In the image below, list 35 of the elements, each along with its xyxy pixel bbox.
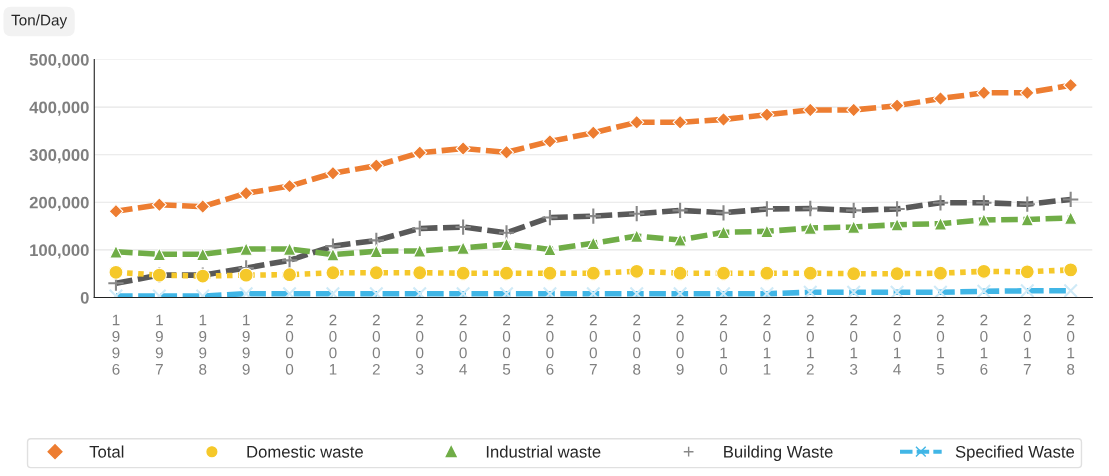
y-axis-title: Ton/Day (11, 14, 68, 29)
legend-label: Industrial waste (486, 445, 601, 458)
y-tick-label: 100,000 (30, 244, 89, 259)
x-tick-label: 2003 (416, 314, 424, 375)
x-tick-label: 2016 (980, 314, 988, 375)
x-tick-label: 2014 (893, 314, 901, 375)
x-tick-label: 2000 (285, 314, 294, 375)
x-tick-label: 1996 (112, 314, 120, 375)
x-tick-label: 1998 (199, 314, 207, 375)
y-tick-label: 200,000 (29, 196, 89, 211)
legend-label: Building Waste (724, 445, 833, 461)
x-tick-label: 2018 (1067, 314, 1075, 375)
y-tick-label: 300,000 (29, 149, 89, 164)
x-tick-label: 1999 (242, 314, 250, 375)
x-tick-label: 2012 (806, 314, 814, 375)
x-tick-label: 2004 (459, 314, 467, 375)
y-tick-label: 400,000 (29, 101, 89, 116)
x-tick-label: 2009 (676, 314, 684, 375)
legend-label: Specified Waste (955, 445, 1075, 461)
x-tick-label: 2005 (502, 314, 511, 375)
x-tick-label: 2013 (850, 314, 858, 375)
legend-label: Domestic waste (247, 445, 363, 458)
x-tick-label: 2008 (633, 314, 641, 375)
x-tick-label: 2015 (936, 314, 945, 375)
legend-label: Total (89, 445, 124, 458)
y-tick-label: 0 (80, 291, 89, 304)
y-tick-label: 500,000 (29, 53, 89, 69)
x-tick-label: 2011 (763, 314, 771, 375)
x-tick-label: 2007 (589, 314, 597, 375)
x-tick-label: 2010 (719, 314, 728, 375)
x-tick-label: 2006 (546, 314, 554, 375)
x-tick-label: 2001 (329, 314, 337, 375)
x-tick-label: 1997 (155, 314, 163, 375)
x-tick-label: 2002 (372, 314, 380, 375)
x-tick-label: 2017 (1023, 314, 1031, 375)
